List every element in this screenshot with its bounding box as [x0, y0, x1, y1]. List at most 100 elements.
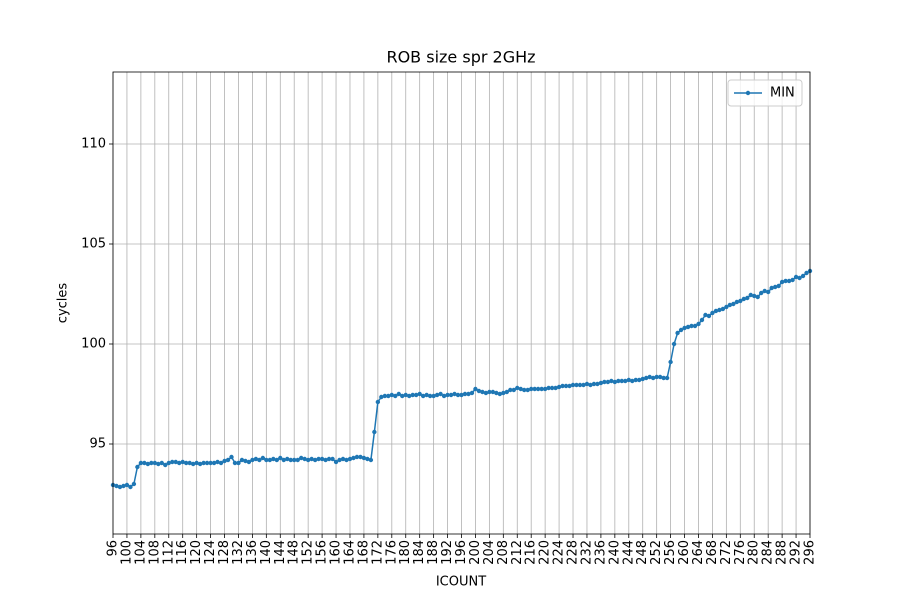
point	[703, 312, 708, 318]
x-tick-label: 120	[189, 540, 204, 565]
point	[232, 460, 238, 466]
point	[584, 381, 590, 387]
point	[713, 308, 719, 314]
point	[539, 386, 544, 392]
point	[685, 324, 691, 330]
point	[515, 385, 520, 391]
point	[504, 389, 510, 395]
point	[441, 393, 447, 399]
x-tick-label: 116	[175, 540, 190, 565]
point	[128, 484, 133, 490]
point	[271, 456, 276, 462]
x-tick-label: 196	[454, 540, 469, 565]
point	[295, 457, 300, 463]
point	[650, 375, 656, 381]
point	[473, 386, 478, 392]
point	[664, 375, 670, 381]
y-axis-label: cycles	[56, 283, 71, 324]
point	[630, 378, 635, 384]
point	[427, 393, 433, 399]
point	[309, 456, 314, 462]
point	[793, 274, 799, 280]
point	[190, 461, 196, 467]
point	[626, 377, 631, 383]
point	[797, 275, 802, 281]
point	[671, 341, 677, 347]
point	[619, 378, 625, 384]
point	[741, 296, 746, 302]
point	[532, 386, 537, 392]
point	[386, 393, 391, 399]
point	[640, 376, 645, 382]
point	[159, 460, 164, 466]
x-tick-label: 188	[426, 540, 441, 565]
x-tick-label: 216	[524, 540, 539, 565]
point	[727, 302, 733, 308]
point	[682, 325, 687, 331]
point	[518, 386, 523, 392]
point	[588, 382, 593, 388]
point	[480, 389, 485, 395]
point	[783, 278, 788, 284]
point	[765, 289, 771, 295]
point	[379, 394, 384, 400]
point	[225, 457, 231, 463]
point	[692, 323, 698, 329]
point	[142, 460, 147, 466]
point	[229, 454, 234, 460]
point	[166, 460, 171, 466]
point	[197, 461, 203, 467]
point	[170, 459, 175, 465]
point	[121, 483, 126, 489]
x-tick-label: 112	[161, 540, 176, 565]
point	[138, 460, 144, 466]
point	[657, 374, 663, 380]
point	[724, 304, 729, 310]
point	[194, 460, 199, 466]
point	[253, 456, 259, 462]
point	[769, 285, 774, 291]
x-tick-label: 212	[510, 540, 525, 565]
x-tick-label: 180	[398, 540, 413, 565]
point	[661, 375, 666, 381]
x-tick-label: 164	[342, 540, 357, 565]
point	[337, 457, 342, 463]
point	[298, 455, 304, 461]
x-tick-label: 260	[677, 540, 692, 565]
point	[393, 393, 398, 399]
point	[239, 457, 245, 463]
y-tick-label: 110	[81, 137, 106, 152]
x-tick-label: 156	[315, 540, 330, 565]
point	[452, 391, 457, 397]
point	[542, 386, 548, 392]
point	[163, 462, 168, 468]
x-tick-label: 252	[649, 540, 664, 565]
point	[755, 294, 760, 300]
point	[731, 301, 736, 307]
point	[410, 392, 415, 398]
point	[501, 390, 506, 396]
point	[264, 457, 269, 463]
x-tick-label: 204	[482, 540, 497, 565]
x-tick-label: 192	[440, 540, 455, 565]
legend-label: MIN	[770, 86, 795, 101]
point	[762, 288, 767, 294]
point	[790, 277, 795, 283]
point	[602, 379, 607, 385]
point	[333, 459, 339, 465]
x-tick-label: 124	[203, 540, 218, 565]
point	[497, 391, 503, 397]
point	[250, 457, 255, 463]
point	[180, 459, 185, 465]
point	[786, 278, 792, 284]
legend-marker	[745, 90, 751, 96]
point	[340, 456, 346, 462]
point	[156, 461, 161, 467]
point	[246, 459, 252, 465]
point	[591, 381, 597, 387]
point	[752, 293, 757, 299]
point	[699, 317, 705, 323]
point	[776, 283, 781, 289]
x-tick-label: 104	[133, 540, 148, 565]
point	[581, 382, 586, 388]
